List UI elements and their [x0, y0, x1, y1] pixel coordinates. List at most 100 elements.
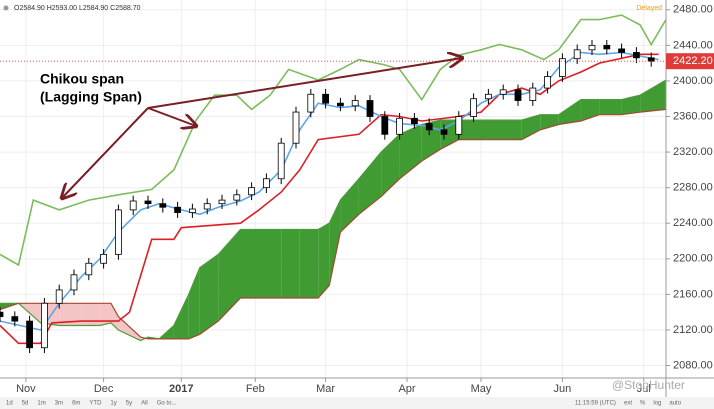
cloud-fill	[299, 229, 319, 298]
cloud-fill	[499, 120, 522, 140]
indicator-line	[0, 14, 667, 267]
status: Delayed	[636, 5, 662, 12]
range-button[interactable]: 3m	[55, 401, 63, 407]
candle-body	[410, 117, 418, 125]
arrow	[62, 107, 149, 198]
cloud-fill	[188, 267, 200, 339]
last-price-label: 2422.20	[673, 55, 713, 67]
candle-body	[322, 93, 330, 104]
cloud-fill	[240, 229, 259, 298]
x-tick-label: 2017	[169, 383, 193, 395]
cloud-fill	[173, 294, 189, 339]
cloud-fill	[358, 152, 382, 215]
cloud-fill	[99, 303, 111, 326]
range-button[interactable]: 5y	[126, 401, 132, 407]
range-button[interactable]: 1y	[110, 401, 116, 407]
cloud-fill	[621, 95, 641, 115]
annotation: (Lagging Span)	[40, 89, 142, 105]
cloud-fill	[259, 229, 282, 298]
header-dot	[3, 5, 9, 11]
cloud-fill	[318, 223, 330, 298]
y-tick-label: 2080.00	[673, 359, 713, 371]
candle-body	[351, 100, 359, 107]
last-price-box	[666, 53, 714, 70]
candle-body	[336, 102, 344, 107]
cloud-fill	[599, 99, 622, 115]
cloud-fill	[59, 303, 82, 326]
candle-body	[248, 187, 256, 196]
y-tick-label: 2240.00	[673, 217, 713, 229]
candle-body	[55, 289, 63, 304]
x-tick-label: Feb	[246, 383, 265, 395]
candle-body	[484, 93, 492, 100]
arrow	[147, 107, 196, 126]
y-tick-label: 2320.00	[673, 146, 713, 158]
candle-body	[277, 142, 285, 180]
candle-body	[603, 44, 611, 50]
indicator-line	[0, 53, 659, 345]
candle-body	[144, 200, 152, 205]
candle-body	[218, 199, 226, 205]
candle-body	[292, 111, 300, 144]
range-button[interactable]: 6m	[72, 401, 80, 407]
candle-body	[588, 44, 596, 51]
scale-button[interactable]: %	[640, 401, 646, 407]
candle-body	[455, 116, 463, 135]
cloud-fill	[521, 114, 541, 140]
cloud-fill	[558, 99, 581, 125]
candle-body	[633, 52, 640, 59]
candle-body	[396, 117, 404, 135]
candle-body	[11, 316, 19, 322]
candle-body	[618, 48, 625, 53]
x-tick-label: Nov	[16, 383, 36, 395]
y-tick-label: 2280.00	[673, 182, 713, 194]
y-tick-label: 2160.00	[673, 288, 713, 300]
candle-body	[115, 209, 122, 255]
x-tick-label: Jul	[637, 383, 651, 395]
scale-button[interactable]: log	[653, 401, 661, 407]
candle-body	[188, 208, 196, 213]
candle-body	[381, 116, 389, 135]
annotation: Chikou span	[40, 71, 124, 87]
candle-body	[425, 123, 433, 131]
candle-body	[0, 311, 4, 318]
cloud-fill	[640, 80, 666, 113]
y-tick-label: 2120.00	[673, 324, 713, 336]
candle-body	[440, 129, 448, 135]
candle-body	[647, 57, 655, 62]
candle-body	[499, 89, 507, 95]
candle-body	[262, 178, 270, 189]
candle-body	[41, 302, 48, 349]
range-button[interactable]: 1d	[6, 401, 13, 407]
scale-button[interactable]: ext	[624, 401, 632, 407]
ohlc-header: O2584.90 H2593.00 L2584.90 C2588.70	[14, 5, 141, 12]
cloud-fill	[329, 200, 341, 286]
watermark: @StopHunter	[612, 378, 685, 392]
x-tick-label: Mar	[316, 383, 335, 395]
cloud-fill	[540, 114, 559, 130]
scale-button[interactable]: auto	[669, 401, 681, 407]
candle-body	[470, 98, 478, 117]
toolbar	[0, 397, 714, 409]
candle-body	[233, 194, 241, 201]
cloud-fill	[458, 120, 481, 140]
range-button[interactable]: All	[141, 401, 148, 407]
y-tick-label: 2480.00	[673, 4, 713, 16]
range-button[interactable]: 1m	[37, 401, 45, 407]
candle-body	[26, 320, 34, 349]
cloud-fill	[381, 134, 400, 197]
candle-body	[514, 89, 522, 101]
range-button[interactable]: 5d	[22, 401, 29, 407]
range-button[interactable]: Go to...	[157, 401, 177, 407]
senkou-span-b	[0, 108, 667, 340]
range-button[interactable]: YTD	[89, 401, 102, 407]
y-tick-label: 2400.00	[673, 75, 713, 87]
cloud-fill	[281, 229, 300, 298]
cloud-fill	[421, 120, 441, 161]
candle-body	[559, 58, 566, 77]
clock: 11:15:59 (UTC)	[575, 401, 616, 407]
candle-body	[366, 100, 374, 117]
cloud-fill	[81, 303, 100, 326]
candle-body	[129, 200, 137, 211]
cloud-fill	[481, 120, 500, 140]
